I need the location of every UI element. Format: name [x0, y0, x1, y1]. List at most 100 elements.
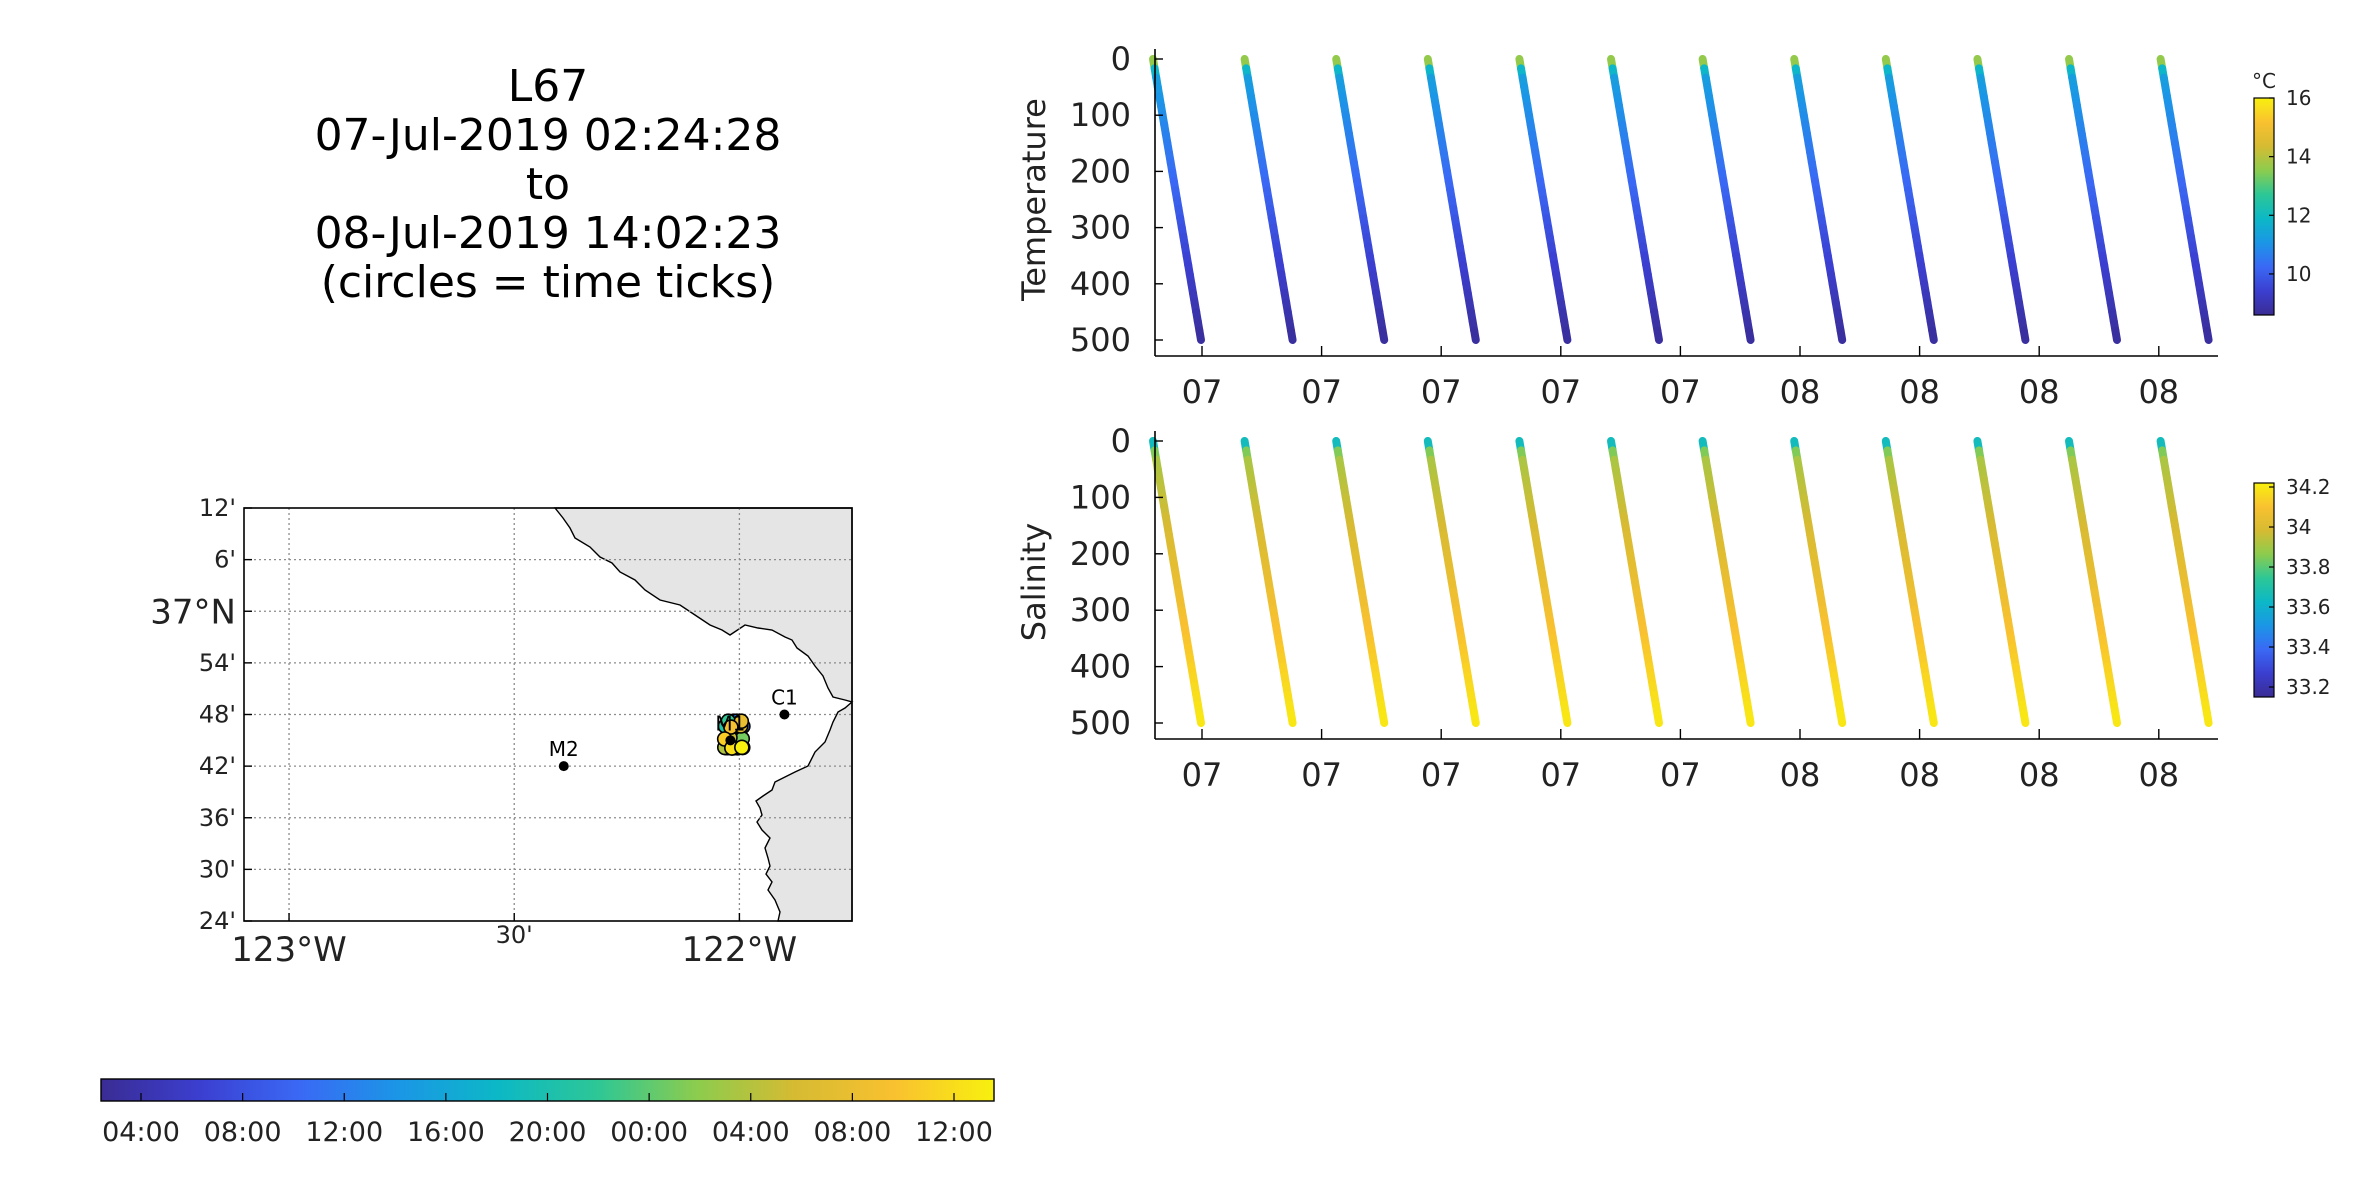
station-marker [725, 735, 736, 746]
track-time-tick [734, 739, 750, 756]
map-y-tick-label: 6' [214, 546, 236, 574]
x-tick-label: 08 [1899, 373, 1940, 411]
temperature-colorbar: °C 16 14 12 10 [2252, 69, 2311, 316]
profile-segment [1470, 326, 1480, 344]
x-tick-label: 07 [1421, 756, 1462, 794]
profile-segment [1195, 326, 1205, 344]
map-y-tick-label: 48' [199, 701, 236, 729]
colorbar-gradient [2253, 482, 2275, 698]
temperature-axes: 0 100 200 300 400 500 07 07 07 07 07 08 08 08 08 Temper… [1015, 40, 2218, 411]
x-tick-label: 07 [1301, 756, 1342, 794]
time-colorbar-tick-label: 04:00 [102, 1117, 180, 1148]
profile-segment [1287, 326, 1297, 344]
y-tick-label: 100 [1070, 478, 1131, 516]
track-time-tick [723, 719, 739, 735]
time-colorbar-ticks: 04:00 08:00 12:00 16:00 20:00 00:00 04:00 08:00… [102, 1093, 993, 1148]
profile-segment [1653, 709, 1663, 727]
end-time: 08-Jul-2019 14:02:23 [314, 208, 782, 259]
y-tick-label: 300 [1070, 591, 1131, 629]
time-colorbar-tick-label: 08:00 [204, 1117, 282, 1148]
colorbar-unit: °C [2252, 69, 2276, 93]
profile-segment [1378, 709, 1389, 727]
map-x-tick-label: 30' [496, 921, 533, 949]
profile-segment [1745, 326, 1755, 344]
map-y-tick-label: 54' [199, 649, 236, 677]
time-colorbar-tick-label: 04:00 [712, 1117, 790, 1148]
y-tick-label: 200 [1070, 535, 1131, 573]
x-tick-label: 08 [2019, 373, 2060, 411]
colorbar-tick-label: 10 [2286, 262, 2311, 286]
profile-segment [2203, 326, 2213, 344]
profile-segment [1836, 709, 1847, 727]
x-tick-label: 07 [1182, 373, 1223, 411]
x-tick-label: 08 [1780, 373, 1821, 411]
salinity-axes: 0 100 200 300 400 500 07 07 07 07 07 08 08 08 08 Salini… [1015, 422, 2218, 794]
x-tick-label: 07 [1421, 373, 1462, 411]
station-label: C1 [771, 686, 798, 710]
time-colorbar-tick-label: 16:00 [407, 1117, 485, 1148]
station-marker [779, 709, 790, 720]
salinity-profiles [1149, 437, 2213, 727]
x-tick-label: 07 [1660, 373, 1701, 411]
y-tick-label: 400 [1070, 648, 1131, 686]
station-marker [558, 761, 569, 772]
station-label: M2 [549, 737, 579, 761]
profile-segment [1287, 709, 1297, 727]
colorbar-tick-label: 34 [2286, 515, 2311, 539]
x-tick-label: 08 [2138, 373, 2179, 411]
map-y-tick-label: 30' [199, 855, 236, 883]
y-tick-label: 500 [1070, 321, 1131, 359]
y-tick-label: 200 [1070, 152, 1131, 190]
map-y-tick-label: 36' [199, 804, 236, 832]
profile-segment [1561, 326, 1572, 344]
x-tick-label: 08 [2019, 756, 2060, 794]
x-tick-label: 07 [1182, 756, 1223, 794]
map-x-tick-label: 123°W [231, 930, 347, 970]
start-time: 07-Jul-2019 02:24:28 [314, 110, 782, 161]
map-y-tick-label: 37°N [150, 592, 236, 632]
profile-segment [1561, 709, 1572, 727]
map-x-tick-label: 122°W [682, 930, 798, 970]
x-tick-label: 08 [1780, 756, 1821, 794]
profile-segment [1653, 326, 1663, 344]
y-axis-label: Temperature [1015, 98, 1053, 302]
station-label: M1 [715, 711, 745, 735]
title-note: (circles = time ticks) [320, 257, 776, 308]
profile-segment [1928, 326, 1938, 344]
y-tick-label: 0 [1111, 40, 1131, 78]
profile-segment [1928, 709, 1938, 727]
colorbar-gradient [2253, 97, 2275, 316]
profile-segment [2019, 326, 2030, 344]
profile-segment [1836, 326, 1847, 344]
colorbar-tick-label: 14 [2286, 145, 2311, 169]
map-grid [244, 508, 852, 921]
x-tick-label: 07 [1660, 756, 1701, 794]
map-y-tick-label: 24' [199, 907, 236, 935]
time-colorbar-tick-label: 12:00 [915, 1117, 993, 1148]
time-colorbar-tick-label: 08:00 [813, 1117, 891, 1148]
profile-segment [2203, 709, 2213, 727]
x-tick-label: 07 [1301, 373, 1342, 411]
profile-segment [1470, 709, 1480, 727]
y-axis-label: Salinity [1015, 523, 1053, 641]
temperature-profiles [1149, 55, 2213, 344]
profile-segment [2019, 709, 2030, 727]
x-tick-label: 08 [1899, 756, 1940, 794]
x-tick-label: 08 [2138, 756, 2179, 794]
colorbar-tick-label: 33.6 [2286, 595, 2331, 619]
colorbar-tick-label: 34.2 [2286, 475, 2331, 499]
profile-segment [1378, 326, 1389, 344]
map-chart: M2 C1 M1 123°W 30' 122°W 12' 6' 37°N 54' 48' 42' 36… [150, 494, 854, 970]
colorbar-tick-label: 12 [2286, 203, 2311, 227]
title-to: to [525, 159, 571, 210]
profile-segment [1195, 709, 1205, 727]
time-colorbar-tick-label: 12:00 [305, 1117, 383, 1148]
time-colorbar-tick-label: 20:00 [509, 1117, 587, 1148]
salinity-chart: 0 100 200 300 400 500 07 07 07 07 07 08 08 08 08 Salini… [1015, 422, 2331, 794]
y-tick-label: 400 [1070, 265, 1131, 303]
y-tick-label: 100 [1070, 96, 1131, 134]
map-markers: M2 C1 M1 [549, 686, 798, 772]
x-tick-label: 07 [1540, 373, 1581, 411]
profile-segment [2111, 326, 2121, 344]
